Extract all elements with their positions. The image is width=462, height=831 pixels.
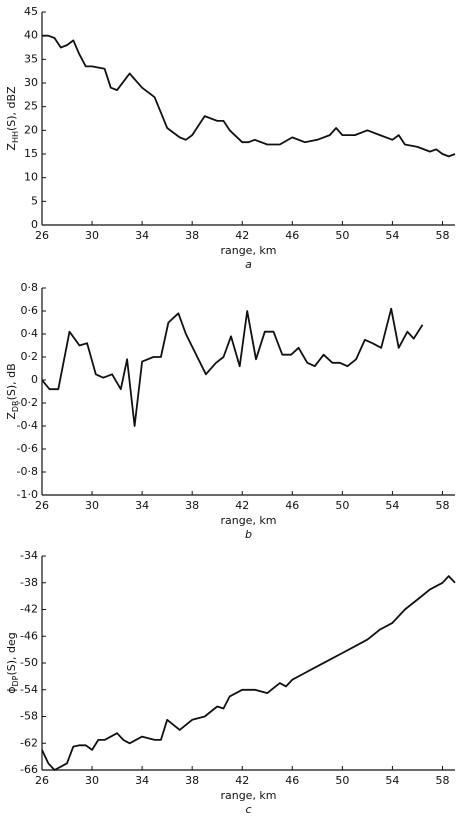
y-tick-label: -46	[20, 629, 38, 642]
x-tick-label: 34	[135, 774, 149, 787]
y-label-main: Z	[5, 143, 18, 151]
y-tick-label: 25	[24, 100, 38, 113]
x-tick-label: 42	[235, 774, 249, 787]
y-tick-label: 0	[31, 373, 38, 386]
y-tick-label: 0·8	[21, 281, 39, 294]
x-axis-label: range, km	[220, 514, 276, 527]
x-tick-label: 38	[185, 499, 199, 512]
y-tick-label: -54	[20, 683, 38, 696]
y-tick-label: 45	[24, 5, 38, 18]
panel: -1·0 -0·8 -0·6 -0·4 -0·2 0 0·2 0·4 0·6 0·8 26 30 34 3…	[5, 281, 455, 541]
x-tick-label: 30	[85, 229, 99, 242]
y-tick-label: 40	[24, 29, 38, 42]
caption: c	[245, 803, 251, 816]
y-tick-label: -42	[20, 603, 38, 616]
y-tick-label: 30	[24, 76, 38, 89]
y-axis-label: ZHH(S), dBZ	[5, 86, 20, 151]
y-label-main: ϕ	[5, 687, 18, 694]
x-tick-label: 46	[285, 499, 299, 512]
y-tick-label: 0·4	[21, 327, 39, 340]
y-tick-label: -0·2	[17, 396, 38, 409]
x-tick-label: 54	[385, 229, 399, 242]
x-tick-label: 38	[185, 229, 199, 242]
x-tick-label: 50	[335, 229, 349, 242]
x-tick-label: 26	[35, 499, 49, 512]
y-tick-label: 20	[24, 123, 38, 136]
x-tick-label: 38	[185, 774, 199, 787]
y-label-main: Z	[5, 412, 18, 420]
y-tick-label: -0·4	[17, 419, 38, 432]
x-tick-label: 54	[385, 499, 399, 512]
caption: a	[245, 258, 252, 271]
y-tick-label: -66	[20, 763, 38, 776]
x-tick-label: 50	[335, 774, 349, 787]
x-tick-label: 26	[35, 229, 49, 242]
x-tick-label: 30	[85, 499, 99, 512]
y-tick-label: -0·6	[17, 442, 38, 455]
data-line	[41, 307, 424, 427]
x-tick-label: 42	[235, 499, 249, 512]
y-tick-label: -38	[20, 576, 38, 589]
x-tick-label: 58	[435, 229, 449, 242]
y-tick-label: -0·8	[17, 465, 38, 478]
y-tick-label: 10	[24, 171, 38, 184]
caption: b	[245, 528, 252, 541]
x-tick-label: 46	[285, 229, 299, 242]
x-tick-label: 58	[435, 774, 449, 787]
y-tick-label: 0·2	[21, 350, 39, 363]
data-line	[41, 575, 456, 771]
y-tick-label: 35	[24, 52, 38, 65]
x-tick-label: 46	[285, 774, 299, 787]
y-tick-label: -1·0	[17, 488, 38, 501]
panel: 0 5 10 15 20 25 30 35 40 45 26 30 34 38 42 46 50 54 58 rang…	[5, 5, 456, 271]
y-label-rest: (S), dB	[5, 363, 18, 400]
y-tick-label: 5	[31, 194, 38, 207]
x-axis-label: range, km	[220, 244, 276, 257]
x-tick-label: 50	[335, 499, 349, 512]
y-label-rest: (S), dBZ	[5, 86, 18, 131]
y-tick-label: -34	[20, 549, 38, 562]
data-line	[42, 34, 456, 158]
panel: -66 -62 -58 -54 -50 -46 -42 -38 -34 26 30 34 38 42 46 5…	[5, 549, 456, 816]
y-tick-label: 0	[31, 218, 38, 231]
y-tick-label: 0·6	[21, 304, 39, 317]
y-label-rest: (S), deg	[5, 632, 18, 675]
x-tick-label: 26	[35, 774, 49, 787]
y-axis-label: ZDR(S), dB	[5, 363, 20, 419]
y-tick-label: 15	[24, 147, 38, 160]
x-tick-label: 34	[135, 229, 149, 242]
y-tick-label: -58	[20, 710, 38, 723]
x-tick-label: 54	[385, 774, 399, 787]
x-tick-label: 34	[135, 499, 149, 512]
x-tick-label: 58	[435, 499, 449, 512]
y-label-sub: HH	[11, 131, 20, 143]
x-tick-label: 30	[85, 774, 99, 787]
y-tick-label: -50	[20, 656, 38, 669]
y-label-sub: DP	[11, 675, 20, 686]
x-axis-label: range, km	[220, 789, 276, 802]
y-tick-label: -62	[20, 736, 38, 749]
x-tick-label: 42	[235, 229, 249, 242]
y-axis-label: ϕDP(S), deg	[5, 632, 20, 694]
y-label-sub: DR	[11, 400, 20, 412]
